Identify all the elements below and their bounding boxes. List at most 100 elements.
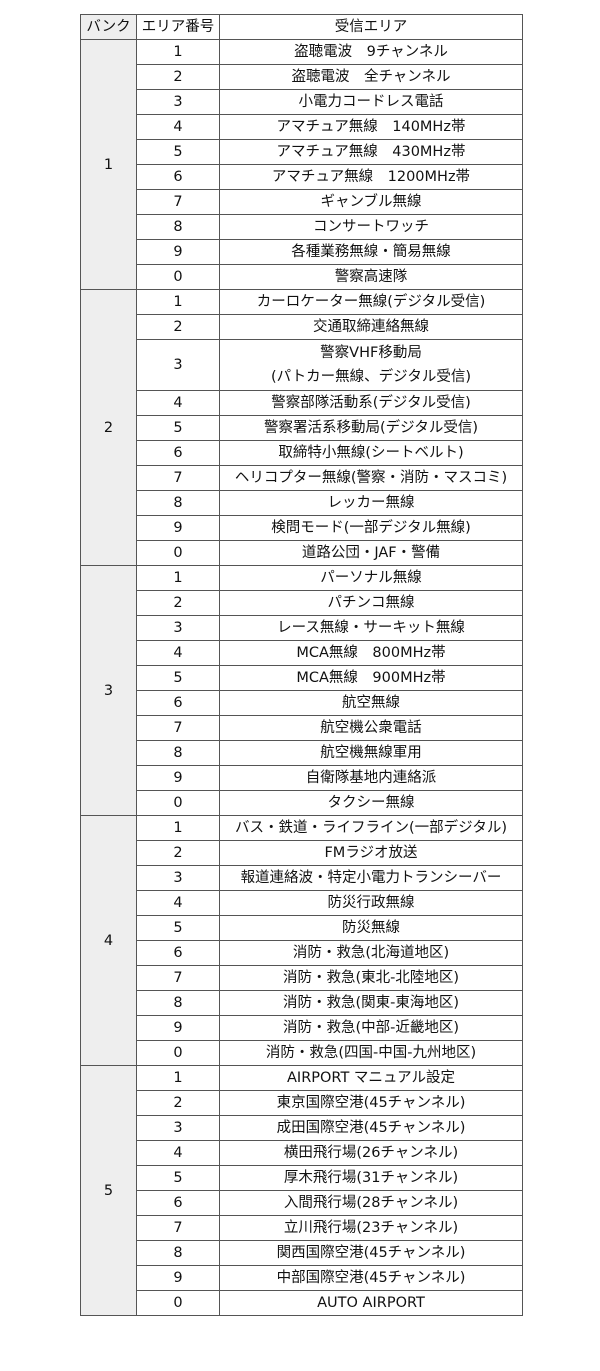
bank-area-table: バンク エリア番号 受信エリア 1 1 盗聴電波 9チャンネル 2 盗聴電波 全チャンネ… (80, 14, 523, 1316)
header-row: バンク エリア番号 受信エリア (80, 14, 523, 40)
table-row: 9 中部国際空港(45チャンネル) (81, 1265, 523, 1291)
receive-area-cell: 自衛隊基地内連絡派 (219, 765, 523, 791)
header-area-number: エリア番号 (136, 14, 220, 40)
table-row: 0 タクシー無線 (81, 790, 523, 816)
receive-area-cell: 関西国際空港(45チャンネル) (219, 1240, 523, 1266)
table-row: 4 防災行政無線 (81, 890, 523, 916)
receive-area-cell: 立川飛行場(23チャンネル) (219, 1215, 523, 1241)
area-number-cell: 3 (136, 865, 220, 891)
table-row: 3 レース無線・サーキット無線 (81, 615, 523, 641)
receive-area-cell: 検問モード(一部デジタル無線) (219, 515, 523, 541)
area-number-cell: 1 (136, 565, 220, 591)
table-row: 8 関西国際空港(45チャンネル) (81, 1240, 523, 1266)
receive-area-cell: タクシー無線 (219, 790, 523, 816)
area-number-cell: 9 (136, 239, 220, 265)
area-number-cell: 9 (136, 515, 220, 541)
receive-area-cell: 盗聴電波 9チャンネル (219, 39, 523, 65)
receive-area-cell: アマチュア無線 1200MHz帯 (219, 164, 523, 190)
receive-area-cell: 入間飛行場(28チャンネル) (219, 1190, 523, 1216)
area-number-cell: 3 (136, 1115, 220, 1141)
receive-area-cell: パチンコ無線 (219, 590, 523, 616)
receive-area-cell: パーソナル無線 (219, 565, 523, 591)
receive-area-cell: 消防・救急(中部-近畿地区) (219, 1015, 523, 1041)
table-row: 8 レッカー無線 (81, 490, 523, 516)
area-number-cell: 8 (136, 1240, 220, 1266)
area-number-cell: 6 (136, 440, 220, 466)
table-row: 5 警察署活系移動局(デジタル受信) (81, 415, 523, 441)
area-number-cell: 1 (136, 815, 220, 841)
area-number-cell: 2 (136, 64, 220, 90)
table-row: 5 厚木飛行場(31チャンネル) (81, 1165, 523, 1191)
area-number-cell: 1 (136, 289, 220, 315)
area-number-cell: 6 (136, 690, 220, 716)
receive-area-cell: 警察高速隊 (219, 264, 523, 290)
table-row: 5 アマチュア無線 430MHz帯 (81, 139, 523, 165)
table-row: 3 報道連絡波・特定小電力トランシーバー (81, 865, 523, 891)
table-row: 2 FMラジオ放送 (81, 840, 523, 866)
area-number-cell: 3 (136, 615, 220, 641)
table-row: 0 警察高速隊 (81, 264, 523, 290)
area-number-cell: 5 (136, 1165, 220, 1191)
table-row: 2 1 カーロケーター無線(デジタル受信) (80, 289, 523, 566)
area-number-cell: 7 (136, 465, 220, 491)
receive-area-cell: MCA無線 900MHz帯 (219, 665, 523, 691)
receive-area-cell: ヘリコプター無線(警察・消防・マスコミ) (219, 465, 523, 491)
area-number-cell: 0 (136, 264, 220, 290)
receive-area-cell: 取締特小無線(シートベルト) (219, 440, 523, 466)
receive-area-cell: 各種業務無線・簡易無線 (219, 239, 523, 265)
receive-area-cell: 中部国際空港(45チャンネル) (219, 1265, 523, 1291)
receive-area-cell: 消防・救急(四国-中国-九州地区) (219, 1040, 523, 1066)
receive-area-cell: レース無線・サーキット無線 (219, 615, 523, 641)
table-row: 8 コンサートワッチ (81, 214, 523, 240)
area-number-cell: 5 (136, 665, 220, 691)
area-number-cell: 5 (136, 139, 220, 165)
receive-area-cell: 警察部隊活動系(デジタル受信) (219, 390, 523, 416)
area-number-cell: 4 (136, 640, 220, 666)
bank-cell: 3 (80, 565, 137, 816)
table-row: 3 小電力コードレス電話 (81, 89, 523, 115)
receive-area-cell: 道路公団・JAF・警備 (219, 540, 523, 566)
table-row: 0 道路公団・JAF・警備 (81, 540, 523, 566)
table-row: 9 自衛隊基地内連絡派 (81, 765, 523, 791)
receive-area-cell: 防災無線 (219, 915, 523, 941)
receive-area-cell: ギャンブル無線 (219, 189, 523, 215)
receive-area-cell: 防災行政無線 (219, 890, 523, 916)
receive-area-cell: カーロケーター無線(デジタル受信) (219, 289, 523, 315)
receive-area-cell: コンサートワッチ (219, 214, 523, 240)
area-number-cell: 3 (136, 89, 220, 115)
area-number-cell: 8 (136, 990, 220, 1016)
table-row: 6 入間飛行場(28チャンネル) (81, 1190, 523, 1216)
table-row: 3 成田国際空港(45チャンネル) (81, 1115, 523, 1141)
table-row: 2 パチンコ無線 (81, 590, 523, 616)
area-number-cell: 9 (136, 1015, 220, 1041)
table-body: 1 1 盗聴電波 9チャンネル 2 盗聴電波 全チャンネル 3 小電力コードレス電話 4 アマチ… (80, 39, 523, 1316)
area-number-cell: 4 (136, 1140, 220, 1166)
area-number-cell: 0 (136, 540, 220, 566)
table-row: 4 アマチュア無線 140MHz帯 (81, 114, 523, 140)
area-number-cell: 6 (136, 940, 220, 966)
table-row: 3 警察VHF移動局 (パトカー無線、デジタル受信) (81, 339, 523, 391)
table-row: 6 消防・救急(北海道地区) (81, 940, 523, 966)
area-number-cell: 8 (136, 740, 220, 766)
receive-area-cell: アマチュア無線 430MHz帯 (219, 139, 523, 165)
area-number-cell: 0 (136, 1290, 220, 1316)
area-number-cell: 9 (136, 1265, 220, 1291)
area-number-cell: 6 (136, 164, 220, 190)
bank-cell: 1 (80, 39, 137, 290)
receive-area-cell: MCA無線 800MHz帯 (219, 640, 523, 666)
table-row: 8 消防・救急(関東-東海地区) (81, 990, 523, 1016)
receive-area-cell: 航空無線 (219, 690, 523, 716)
receive-area-cell: FMラジオ放送 (219, 840, 523, 866)
receive-area-cell: 東京国際空港(45チャンネル) (219, 1090, 523, 1116)
receive-area-cell: 成田国際空港(45チャンネル) (219, 1115, 523, 1141)
table-row: 2 盗聴電波 全チャンネル (81, 64, 523, 90)
area-number-cell: 0 (136, 1040, 220, 1066)
receive-area-cell: 盗聴電波 全チャンネル (219, 64, 523, 90)
area-number-cell: 3 (136, 339, 220, 391)
table-row: 7 ギャンブル無線 (81, 189, 523, 215)
table-row: 9 消防・救急(中部-近畿地区) (81, 1015, 523, 1041)
table-row: 6 取締特小無線(シートベルト) (81, 440, 523, 466)
table-row: 5 防災無線 (81, 915, 523, 941)
table-row: 4 MCA無線 800MHz帯 (81, 640, 523, 666)
receive-area-cell: 報道連絡波・特定小電力トランシーバー (219, 865, 523, 891)
